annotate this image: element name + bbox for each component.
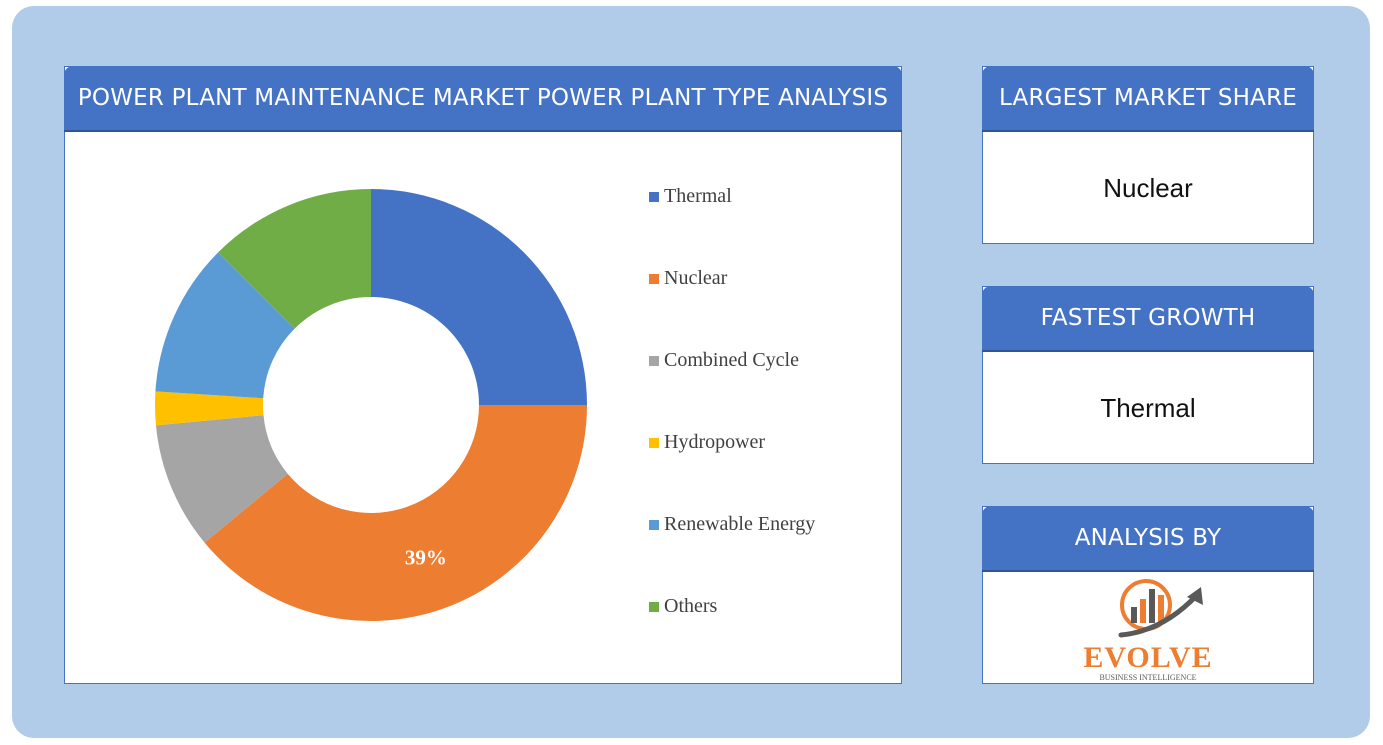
legend-item-others: Others (649, 595, 717, 618)
logo-arrow-icon (1118, 592, 1200, 638)
chart-panel: POWER PLANT MAINTENANCE MARKET POWER PLA… (64, 66, 902, 684)
legend-swatch (649, 191, 659, 202)
legend-label: Combined Cycle (664, 349, 799, 371)
legend-label: Renewable Energy (664, 513, 816, 535)
legend-swatch (649, 355, 659, 366)
largest-market-share-value: Nuclear (1103, 172, 1193, 203)
legend-item-thermal: Thermal (649, 185, 732, 208)
legend-item-nuclear: Nuclear (649, 267, 727, 290)
logo-tagline: BUSINESS INTELLIGENCE (1099, 673, 1196, 682)
legend-label: Thermal (664, 185, 732, 207)
fastest-growth-value: Thermal (1100, 392, 1196, 423)
logo-bar-icon (1140, 599, 1146, 623)
evolve-logo-graphic: EVOLVE BUSINESS INTELLIGENCE (1083, 579, 1212, 682)
donut-slice-nuclear (204, 405, 587, 621)
legend-label: Hydropower (664, 431, 766, 453)
analysis-by-title: ANALYSIS BY (982, 506, 1314, 572)
legend-item-renewable-energy: Renewable Energy (649, 513, 815, 536)
logo-arrowhead-icon (1187, 587, 1203, 605)
donut-slice-thermal (371, 189, 587, 405)
donut-slice-hydropower (155, 391, 264, 426)
logo-bar-icon (1131, 607, 1137, 623)
donut-slice-combined-cycle (155, 415, 288, 543)
logo-wordmark: EVOLVE (1083, 641, 1212, 674)
donut-slice-others (218, 189, 371, 329)
legend-item-combined-cycle: Combined Cycle (649, 349, 799, 372)
fastest-growth-title: FASTEST GROWTH (982, 286, 1314, 352)
logo-bar-icon (1149, 589, 1155, 623)
legend-swatch (649, 601, 659, 612)
legend-item-hydropower: Hydropower (649, 431, 765, 454)
chart-title: POWER PLANT MAINTENANCE MARKET POWER PLA… (64, 66, 902, 132)
largest-market-share-panel: LARGEST MARKET SHARE Nuclear (982, 66, 1314, 244)
analysis-by-panel: ANALYSIS BY EVOLVE BUSINESS INTELLIGENCE (982, 506, 1314, 684)
legend-swatch (649, 519, 659, 530)
legend-swatch (649, 273, 659, 284)
evolve-logo: EVOLVE BUSINESS INTELLIGENCE (983, 573, 1313, 683)
fastest-growth-panel: FASTEST GROWTH Thermal (982, 286, 1314, 464)
legend-label: Nuclear (664, 267, 728, 289)
data-label-nuclear: 39% (405, 545, 447, 569)
donut-slice-renewable-energy (155, 252, 295, 399)
donut-chart: 39% (155, 189, 587, 621)
legend-swatch (649, 437, 659, 448)
legend-label: Others (664, 595, 718, 617)
logo-bar-icon (1158, 595, 1164, 623)
largest-market-share-title: LARGEST MARKET SHARE (982, 66, 1314, 132)
